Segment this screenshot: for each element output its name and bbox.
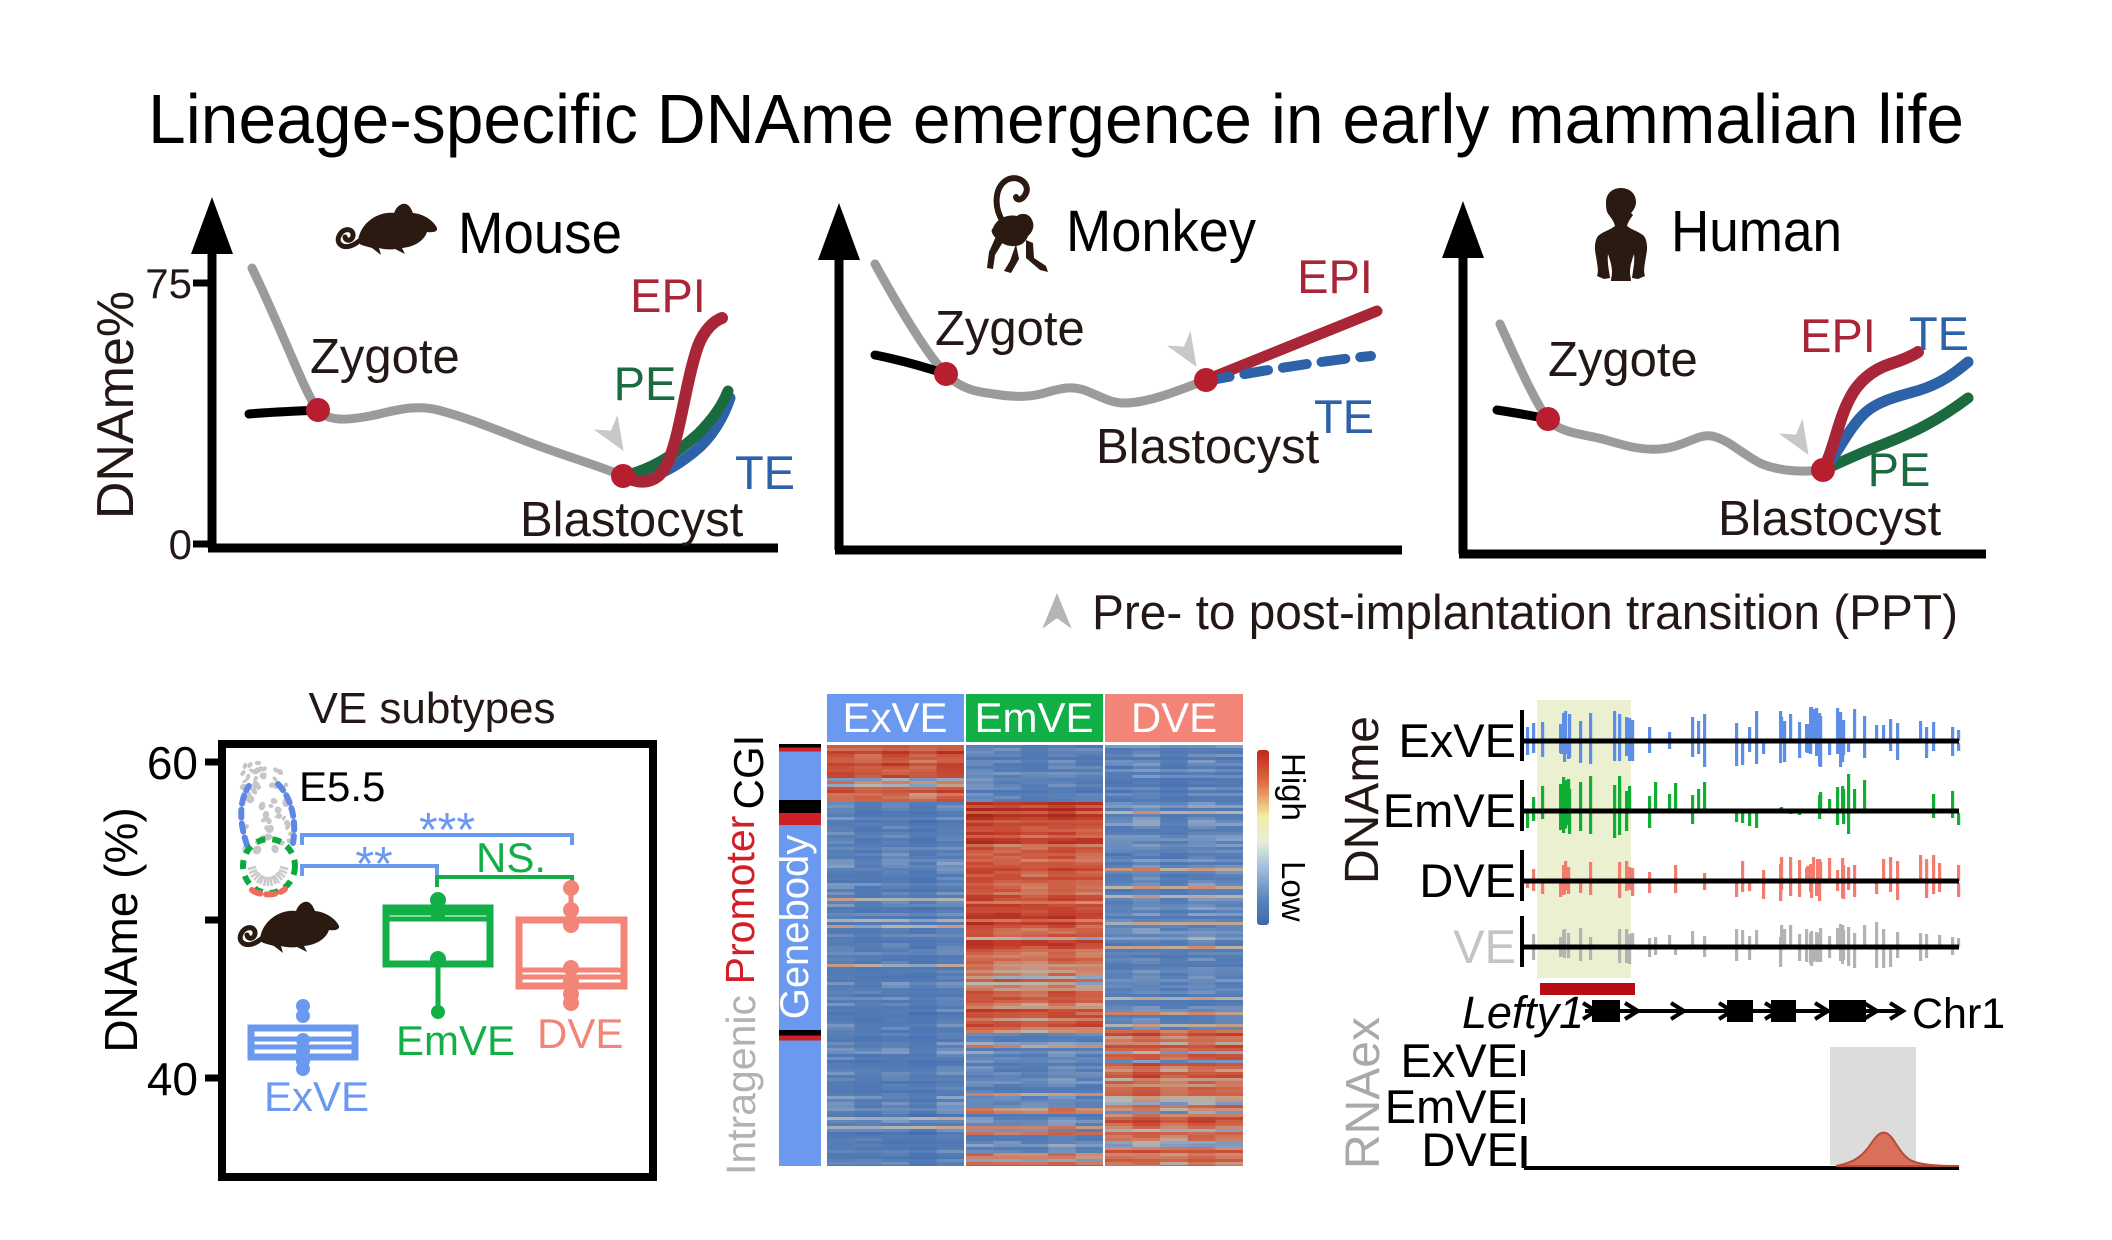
svg-text:TE: TE	[1314, 390, 1374, 443]
svg-text:Pre- to post-implantation tran: Pre- to post-implantation transition (PP…	[1092, 586, 1958, 640]
svg-text:Blastocyst: Blastocyst	[1096, 420, 1320, 474]
svg-text:RNAex: RNAex	[1337, 1017, 1390, 1169]
svg-text:EPI: EPI	[630, 269, 706, 322]
svg-text:ExVE: ExVE	[1400, 1034, 1518, 1087]
svg-text:**: **	[355, 838, 392, 891]
svg-text:Zygote: Zygote	[1548, 333, 1698, 387]
svg-text:Lefty1: Lefty1	[1462, 987, 1584, 1038]
svg-text:40: 40	[147, 1053, 198, 1105]
svg-text:PE: PE	[1868, 443, 1931, 496]
svg-text:DVE: DVE	[1131, 694, 1217, 741]
svg-text:Human: Human	[1671, 199, 1842, 264]
svg-text:DNAme%: DNAme%	[87, 291, 145, 519]
svg-text:EmVE: EmVE	[974, 694, 1093, 741]
svg-text:60: 60	[147, 737, 198, 789]
svg-text:TE: TE	[735, 446, 795, 499]
svg-text:Blastocyst: Blastocyst	[520, 493, 744, 547]
svg-text:DNAme (%): DNAme (%)	[95, 807, 147, 1052]
svg-text:E5.5: E5.5	[299, 763, 385, 810]
svg-text:EPI: EPI	[1297, 250, 1373, 303]
svg-text:EmVE: EmVE	[396, 1017, 515, 1064]
svg-text:ExVE: ExVE	[1398, 714, 1516, 767]
svg-text:Intragenic: Intragenic	[718, 995, 764, 1175]
svg-text:PE: PE	[614, 357, 677, 410]
svg-text:Chr1: Chr1	[1912, 990, 2005, 1038]
svg-text:TE: TE	[1909, 307, 1969, 360]
svg-text:Mouse: Mouse	[458, 201, 622, 266]
svg-text:Genebody: Genebody	[773, 835, 817, 1020]
svg-text:ExVE: ExVE	[842, 694, 947, 741]
svg-text:Zygote: Zygote	[935, 302, 1085, 356]
svg-text:High: High	[1275, 753, 1312, 821]
svg-text:NS.: NS.	[476, 834, 546, 881]
svg-text:DVE: DVE	[1419, 854, 1516, 907]
svg-text:EmVE: EmVE	[1383, 784, 1516, 837]
svg-text:DNAme: DNAme	[1336, 716, 1389, 884]
svg-text:EPI: EPI	[1800, 309, 1876, 362]
svg-text:VE subtypes: VE subtypes	[308, 684, 555, 733]
svg-text:0: 0	[169, 521, 192, 568]
svg-text:Blastocyst: Blastocyst	[1718, 492, 1942, 546]
svg-text:Lineage-specific DNAme emergen: Lineage-specific DNAme emergence in earl…	[148, 80, 1964, 158]
svg-text:Low: Low	[1275, 861, 1312, 922]
svg-text:DVE: DVE	[537, 1010, 623, 1057]
svg-text:***: ***	[419, 804, 475, 857]
svg-text:75: 75	[145, 260, 192, 307]
svg-text:EmVE: EmVE	[1385, 1080, 1518, 1133]
svg-text:Promoter: Promoter	[717, 816, 763, 985]
svg-text:VE: VE	[1453, 920, 1516, 973]
svg-text:Monkey: Monkey	[1066, 199, 1256, 264]
svg-text:ExVE: ExVE	[264, 1073, 369, 1120]
svg-text:CGI: CGI	[725, 735, 772, 810]
svg-text:Zygote: Zygote	[310, 330, 460, 384]
svg-text:DVE: DVE	[1421, 1123, 1518, 1176]
